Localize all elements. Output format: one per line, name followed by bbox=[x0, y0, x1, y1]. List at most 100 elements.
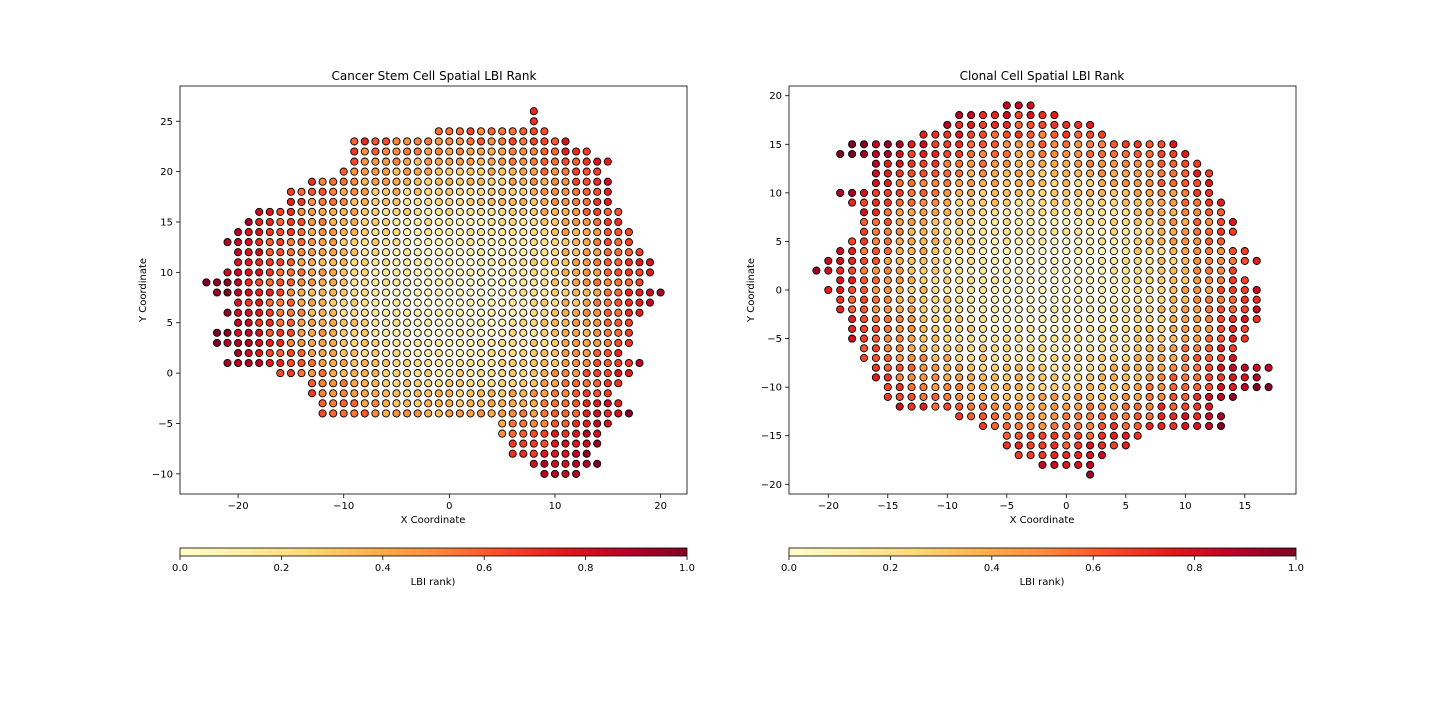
scatter-point bbox=[895, 237, 904, 246]
scatter-point bbox=[603, 238, 612, 247]
scatter-point bbox=[1002, 392, 1011, 401]
y-tick-label: 0 bbox=[776, 286, 782, 297]
scatter-point bbox=[550, 258, 560, 267]
scatter-point bbox=[967, 247, 976, 256]
scatter-point bbox=[424, 338, 433, 347]
scatter-point bbox=[1050, 198, 1059, 207]
scatter-point bbox=[1145, 247, 1154, 256]
right-colorbar bbox=[788, 547, 1297, 557]
scatter-point bbox=[943, 285, 952, 295]
scatter-point bbox=[498, 228, 507, 237]
scatter-point bbox=[572, 298, 581, 307]
scatter-point bbox=[508, 127, 517, 136]
scatter-point bbox=[1026, 344, 1035, 353]
scatter-point bbox=[883, 256, 892, 265]
scatter-point bbox=[1157, 324, 1166, 333]
scatter-point bbox=[1145, 140, 1154, 149]
scatter-point bbox=[403, 328, 412, 337]
scatter-point bbox=[529, 439, 538, 448]
scatter-point bbox=[434, 137, 443, 146]
scatter-point bbox=[1097, 276, 1107, 285]
scatter-point bbox=[895, 179, 904, 188]
scatter-point bbox=[508, 177, 517, 186]
scatter-point bbox=[371, 137, 380, 146]
scatter-point bbox=[1002, 363, 1011, 372]
scatter-point bbox=[234, 288, 243, 297]
scatter-point bbox=[1074, 130, 1083, 139]
scatter-point bbox=[1097, 285, 1107, 295]
scatter-point bbox=[1121, 373, 1130, 382]
scatter-point bbox=[1193, 247, 1202, 256]
scatter-point bbox=[624, 298, 633, 307]
scatter-point bbox=[350, 298, 359, 307]
scatter-point bbox=[1074, 402, 1083, 411]
scatter-point bbox=[1216, 227, 1226, 236]
scatter-point bbox=[955, 247, 964, 256]
scatter-point bbox=[978, 237, 988, 246]
scatter-point bbox=[603, 328, 612, 337]
scatter-point bbox=[1062, 373, 1071, 382]
scatter-point bbox=[871, 334, 880, 343]
scatter-point bbox=[967, 149, 976, 159]
scatter-point bbox=[1050, 412, 1059, 421]
scatter-point bbox=[1181, 179, 1190, 188]
scatter-point bbox=[360, 409, 369, 418]
scatter-point bbox=[1121, 363, 1130, 372]
scatter-point bbox=[445, 137, 454, 146]
scatter-point bbox=[582, 278, 591, 287]
scatter-point bbox=[582, 399, 591, 408]
scatter-point bbox=[508, 409, 517, 418]
scatter-point bbox=[955, 285, 964, 295]
scatter-point bbox=[540, 288, 549, 297]
scatter-point bbox=[1169, 227, 1178, 236]
scatter-point bbox=[350, 137, 359, 146]
scatter-point bbox=[836, 188, 845, 197]
scatter-point bbox=[1216, 208, 1226, 217]
scatter-point bbox=[871, 237, 880, 246]
scatter-point bbox=[540, 308, 549, 317]
x-tick-label: −10 bbox=[333, 501, 354, 512]
scatter-point bbox=[943, 363, 952, 372]
scatter-point bbox=[1014, 179, 1023, 188]
scatter-point bbox=[519, 439, 528, 448]
scatter-point bbox=[561, 217, 570, 227]
scatter-point bbox=[1157, 247, 1166, 256]
scatter-point bbox=[318, 207, 327, 216]
scatter-point bbox=[540, 228, 549, 237]
scatter-point bbox=[907, 276, 916, 285]
scatter-point bbox=[392, 278, 401, 287]
scatter-point bbox=[1228, 256, 1237, 265]
scatter-point bbox=[339, 338, 348, 347]
scatter-point bbox=[1193, 256, 1202, 265]
scatter-point bbox=[1109, 140, 1118, 149]
scatter-point bbox=[990, 159, 999, 168]
scatter-point bbox=[434, 379, 443, 388]
scatter-point bbox=[614, 207, 623, 216]
scatter-point bbox=[1169, 305, 1178, 314]
scatter-point bbox=[635, 358, 644, 368]
scatter-point bbox=[1026, 140, 1035, 149]
scatter-point bbox=[498, 308, 507, 317]
scatter-point bbox=[1062, 334, 1071, 343]
scatter-point bbox=[1026, 334, 1035, 343]
scatter-point bbox=[318, 328, 327, 337]
scatter-point bbox=[413, 369, 422, 378]
scatter-point bbox=[529, 207, 538, 216]
scatter-point bbox=[1086, 373, 1095, 382]
scatter-point bbox=[487, 369, 496, 378]
scatter-point bbox=[582, 288, 591, 297]
scatter-point bbox=[1097, 441, 1107, 450]
scatter-point bbox=[413, 157, 422, 166]
scatter-point bbox=[550, 278, 560, 287]
scatter-point bbox=[955, 217, 964, 227]
scatter-point bbox=[1074, 140, 1083, 149]
scatter-point bbox=[943, 227, 952, 236]
scatter-point bbox=[836, 285, 845, 295]
scatter-point bbox=[1145, 237, 1154, 246]
scatter-point bbox=[360, 258, 369, 267]
scatter-point bbox=[919, 179, 928, 188]
scatter-point bbox=[1252, 285, 1261, 295]
scatter-point bbox=[403, 409, 412, 418]
scatter-point bbox=[403, 238, 412, 247]
scatter-point bbox=[1014, 305, 1023, 314]
